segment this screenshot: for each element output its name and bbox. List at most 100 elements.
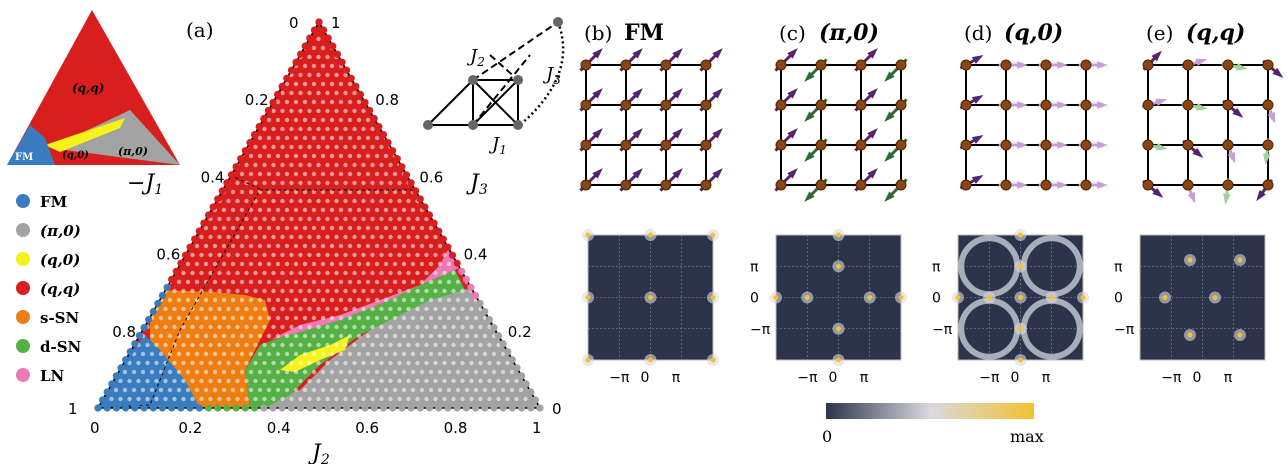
edge-dot-right	[389, 147, 397, 155]
edge-dot-right	[430, 219, 438, 227]
edge-dot-right	[361, 98, 369, 107]
edge-dot-right	[531, 396, 539, 404]
colorbar-max-label: max	[1010, 427, 1044, 446]
edge-dot-right	[384, 139, 392, 147]
edge-dot-bottom	[444, 404, 452, 412]
edge-dot-bottom	[250, 404, 259, 412]
lattice-site	[815, 99, 827, 111]
edge-dot-bottom	[103, 404, 111, 412]
edge-dot-bottom	[131, 404, 139, 412]
panel-label: (d)	[964, 21, 992, 45]
lattice-site	[1182, 139, 1194, 151]
edge-dot-left	[283, 74, 291, 82]
mini-label-q0: (q,0)	[62, 150, 89, 161]
lattice-label-J3: J3	[542, 64, 561, 87]
edge-dot-bottom	[177, 404, 185, 412]
edge-dot-left	[181, 251, 190, 259]
lattice-site	[1262, 99, 1274, 111]
lattice-site	[580, 99, 592, 111]
legend-swatch-dSN	[16, 339, 30, 353]
edge-dot-right	[366, 106, 374, 115]
lattice-site	[960, 139, 972, 151]
edge-dot-bottom	[122, 404, 130, 412]
tick-bottom: 0	[90, 419, 100, 437]
spin-panel-0: (b) FM	[579, 20, 723, 192]
edge-dot-right	[458, 267, 466, 275]
edge-dot-right	[522, 380, 530, 388]
lattice-site	[1080, 59, 1092, 71]
edge-dot-right	[407, 179, 415, 187]
lattice-site	[815, 59, 827, 71]
edge-dot-right	[471, 291, 480, 300]
colorbar-min-label: 0	[822, 427, 832, 446]
edge-dot-bottom	[462, 404, 470, 412]
edge-dot-left	[186, 243, 194, 251]
tick-left: 0	[289, 14, 299, 32]
legend-label-pi0: (π,0)	[40, 222, 81, 240]
tick-left: 0.2	[245, 91, 269, 109]
heatmap-tick-y: π	[932, 259, 941, 275]
lattice-site	[1040, 139, 1052, 151]
edge-dot-bottom	[379, 404, 388, 412]
legend-label-FM: FM	[40, 193, 67, 211]
edge-dot-right	[315, 18, 323, 26]
panel-label: (b)	[584, 21, 612, 45]
edge-dot-bottom	[186, 404, 194, 412]
edge-dot-left	[103, 388, 111, 396]
axis-label-minus-J1: −J1	[127, 171, 163, 198]
edge-dot-right	[398, 163, 406, 171]
panel-title: (q,q)	[1186, 20, 1245, 46]
lattice-site	[700, 139, 712, 151]
edge-dot-bottom	[435, 404, 443, 412]
heatmap-tick-y: 0	[932, 291, 941, 307]
edge-dot-bottom	[499, 404, 507, 412]
edge-dot-bottom	[195, 404, 203, 412]
tick-right: 0.8	[375, 91, 399, 109]
edge-dot-right	[352, 82, 360, 90]
tick-bottom: 0.6	[355, 419, 379, 437]
lattice-site	[1262, 179, 1274, 191]
edge-dot-bottom	[269, 404, 277, 412]
legend-label-sSN: s-SN	[40, 309, 80, 327]
edge-dot-bottom	[204, 404, 213, 412]
lattice-site	[660, 179, 672, 191]
spin-panel-2: (d) (q,0)	[959, 20, 1108, 191]
lattice-site	[855, 139, 867, 151]
edge-dot-left	[149, 307, 157, 316]
edge-dot-bottom	[223, 404, 231, 412]
colorbar	[826, 403, 1034, 419]
edge-dot-bottom	[352, 404, 360, 412]
edge-dot-left	[117, 364, 125, 372]
edge-dot-right	[485, 315, 493, 324]
heatmap-tick-x: 0	[1193, 370, 1202, 386]
lattice-site	[1142, 99, 1154, 111]
edge-dot-bottom	[306, 404, 314, 412]
edge-dot-left	[122, 356, 130, 364]
edge-dot-right	[513, 364, 521, 372]
lattice-site	[1080, 179, 1092, 191]
edge-dot-left	[278, 82, 286, 90]
legend-swatch-sSN	[16, 310, 30, 324]
edge-dot-bottom	[471, 404, 480, 412]
edge-dot-bottom	[158, 404, 167, 412]
panel-label-a: (a)	[186, 18, 214, 42]
edge-dot-left	[172, 267, 180, 275]
edge-dot-right	[517, 372, 526, 380]
panel-title: (q,0)	[1004, 20, 1063, 46]
edge-dot-left	[195, 227, 203, 235]
lattice-label-J2: J2	[466, 46, 485, 69]
tick-right: 1	[331, 14, 341, 32]
mini-label-qq: (q,q)	[72, 81, 104, 95]
lattice-site	[855, 99, 867, 111]
tick-right: 0.6	[419, 168, 443, 186]
axis-label-J2: J2	[308, 441, 330, 464]
edge-dot-left	[250, 130, 259, 139]
lattice-site	[1142, 59, 1154, 71]
edge-dot-right	[494, 332, 503, 340]
structure-factor-heatmap: −π 0 π π 0 −π	[1114, 234, 1266, 386]
lattice-site	[815, 179, 827, 191]
panel-title: FM	[624, 20, 664, 46]
lattice-site	[1142, 139, 1154, 151]
edge-dot-bottom	[315, 404, 323, 412]
legend-label-qq: (q,q)	[40, 280, 80, 298]
